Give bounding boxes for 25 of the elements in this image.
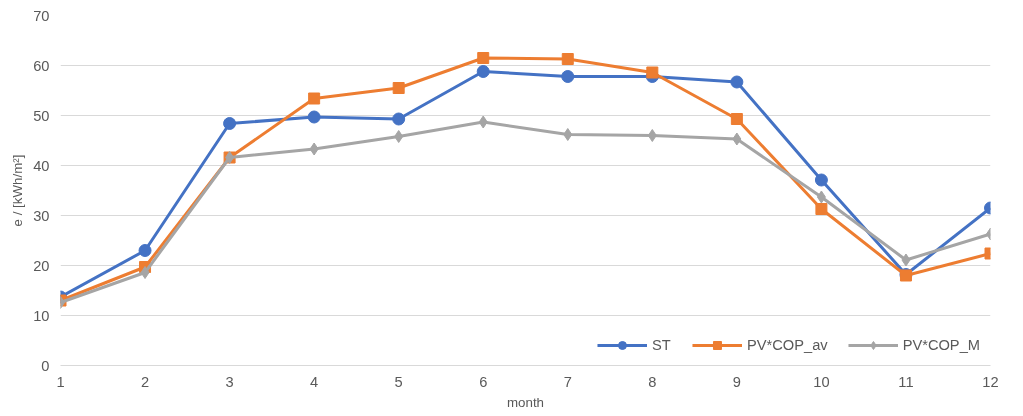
y-tick-label: 70 <box>33 7 50 24</box>
x-tick-label: 11 <box>898 373 914 390</box>
x-tick-label: 2 <box>140 373 150 390</box>
y-tick-label: 60 <box>33 57 50 74</box>
y-tick-label: 10 <box>33 307 50 324</box>
x-tick-label: 6 <box>479 373 488 390</box>
y-tick-label: 20 <box>33 257 50 274</box>
x-tick-label: 3 <box>225 373 234 390</box>
x-axis-title: month <box>506 394 545 410</box>
legend-label: PV*COP_M <box>902 337 980 353</box>
x-tick-label: 12 <box>982 373 999 390</box>
y-axis-title: e / [kWh/m²] <box>10 154 26 227</box>
y-tick-label: 0 <box>41 357 50 374</box>
y-tick-label: 50 <box>33 107 50 124</box>
x-tick-label: 1 <box>56 373 65 390</box>
x-tick-label: 4 <box>310 373 319 390</box>
legend-label: PV*COP_av <box>746 337 828 353</box>
legend-label: ST <box>651 337 672 353</box>
y-tick-label: 30 <box>33 207 50 224</box>
y-tick-label: 40 <box>33 157 50 174</box>
x-tick-label: 7 <box>563 373 572 390</box>
x-tick-label: 5 <box>394 373 403 390</box>
x-tick-label: 10 <box>813 373 830 390</box>
x-tick-label: 8 <box>648 373 657 390</box>
x-tick-label: 9 <box>732 373 741 390</box>
